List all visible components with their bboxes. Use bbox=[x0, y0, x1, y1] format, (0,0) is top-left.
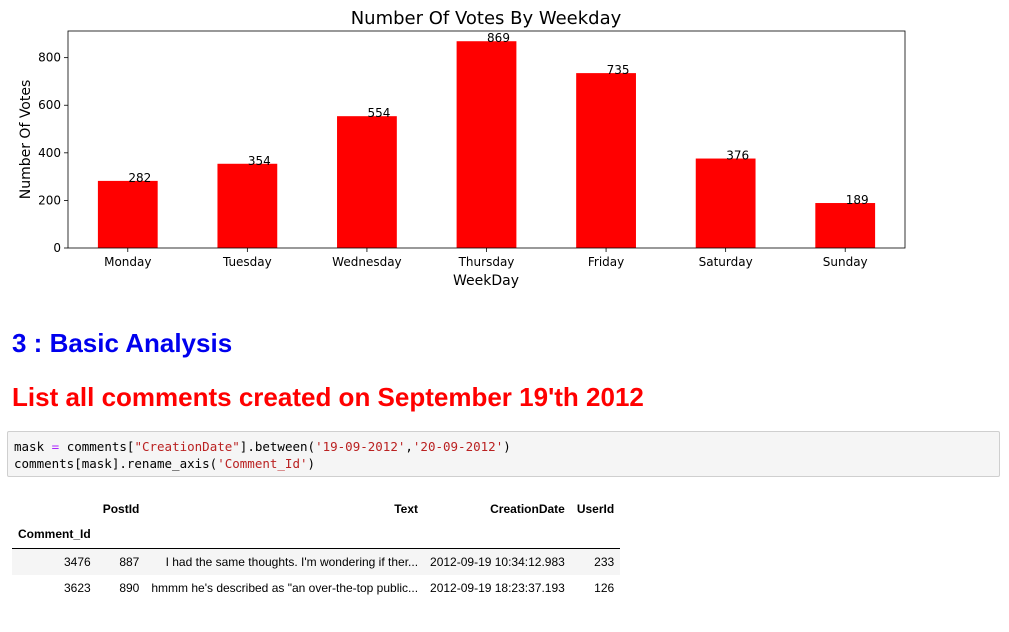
y-tick-label: 0 bbox=[53, 241, 61, 255]
y-tick-label: 200 bbox=[38, 193, 61, 207]
cell-postid: 890 bbox=[119, 581, 140, 595]
data-label-tuesday: 354 bbox=[248, 154, 271, 168]
code-token: comments[ bbox=[59, 439, 135, 454]
column-header-userid: UserId bbox=[576, 502, 615, 516]
bar-wednesday bbox=[337, 116, 397, 249]
row-index: 3623 bbox=[63, 581, 91, 595]
y-axis-label: Number Of Votes bbox=[18, 80, 34, 200]
bar-monday bbox=[97, 180, 158, 248]
index-row-spacer bbox=[424, 520, 571, 549]
index-name-row: Comment_Id bbox=[12, 520, 621, 549]
code-token: comments[mask].rename_axis( bbox=[14, 456, 218, 471]
code-cell[interactable]: mask = comments["CreationDate"].between(… bbox=[7, 431, 1000, 477]
table-row: 3623 890 hmmm he's described as "an over… bbox=[12, 575, 620, 601]
x-tick-label-thursday: Thursday bbox=[458, 255, 515, 269]
column-header-creationdate: CreationDate bbox=[490, 502, 565, 516]
y-tick-label: 800 bbox=[38, 51, 61, 65]
header-row: PostId Text CreationDate UserId bbox=[12, 498, 620, 520]
section-heading-list-comments: List all comments created on September 1… bbox=[12, 382, 644, 412]
cell-postid: 887 bbox=[119, 555, 140, 569]
x-tick-label-wednesday: Wednesday bbox=[332, 255, 401, 269]
code-token: , bbox=[405, 439, 413, 454]
code-operator: = bbox=[51, 439, 60, 454]
code-string: 'Comment_Id' bbox=[217, 456, 308, 471]
y-tick-label: 400 bbox=[38, 146, 61, 160]
x-tick-label-saturday: Saturday bbox=[699, 255, 753, 269]
plot-frame bbox=[67, 30, 906, 249]
data-label-thursday: 869 bbox=[487, 31, 510, 45]
data-label-wednesday: 554 bbox=[367, 106, 390, 120]
bar-sunday bbox=[815, 203, 876, 248]
comments-dataframe: PostId Text CreationDate UserId Comment_… bbox=[12, 498, 621, 601]
cell-userid: 233 bbox=[594, 555, 615, 569]
data-label-monday: 282 bbox=[128, 171, 151, 185]
index-row-spacer bbox=[571, 520, 620, 549]
row-index: 3476 bbox=[63, 555, 91, 569]
x-tick-label-tuesday: Tuesday bbox=[222, 255, 272, 269]
bar-tuesday bbox=[217, 163, 278, 248]
cell-text: I had the same thoughts. I'm wondering i… bbox=[165, 555, 419, 569]
code-token: ) bbox=[503, 439, 511, 454]
code-token: ].between( bbox=[239, 439, 316, 454]
table-row: 3476 887 I had the same thoughts. I'm wo… bbox=[12, 548, 621, 575]
code-string: "CreationDate" bbox=[134, 439, 240, 454]
code-token: ) bbox=[307, 456, 316, 471]
data-label-sunday: 189 bbox=[846, 193, 869, 207]
code-string: '20-09-2012' bbox=[412, 439, 504, 454]
cell-userid: 126 bbox=[594, 581, 615, 595]
section-heading-basic-analysis: 3 : Basic Analysis bbox=[12, 328, 233, 358]
index-row-spacer bbox=[97, 520, 146, 549]
index-row-spacer bbox=[145, 520, 424, 549]
cell-creationdate: 2012-09-19 18:23:37.193 bbox=[430, 581, 565, 595]
code-token: mask bbox=[14, 439, 52, 454]
data-label-friday: 735 bbox=[607, 63, 630, 77]
bar-thursday bbox=[456, 41, 517, 249]
x-tick-label-sunday: Sunday bbox=[823, 255, 868, 269]
column-header-postid: PostId bbox=[102, 502, 140, 516]
x-axis-label: WeekDay bbox=[453, 273, 519, 289]
bar-saturday bbox=[695, 158, 756, 248]
code-string: '19-09-2012' bbox=[315, 439, 406, 454]
header-blank bbox=[12, 498, 97, 520]
x-tick-label-monday: Monday bbox=[104, 255, 151, 269]
cell-text: hmmm he's described as "an over-the-top … bbox=[151, 581, 419, 595]
x-tick-label-friday: Friday bbox=[588, 255, 624, 269]
chart-title: Number Of Votes By Weekday bbox=[351, 8, 622, 29]
cell-creationdate: 2012-09-19 10:34:12.983 bbox=[430, 555, 565, 569]
column-header-text: Text bbox=[394, 502, 419, 516]
data-label-saturday: 376 bbox=[726, 149, 749, 163]
index-name-header: Comment_Id bbox=[18, 527, 91, 541]
votes-by-weekday-chart: Number Of Votes By Weekday 282 354 554 869 7… bbox=[18, 8, 906, 289]
y-tick-label: 600 bbox=[38, 98, 61, 112]
bar-friday bbox=[576, 73, 636, 248]
